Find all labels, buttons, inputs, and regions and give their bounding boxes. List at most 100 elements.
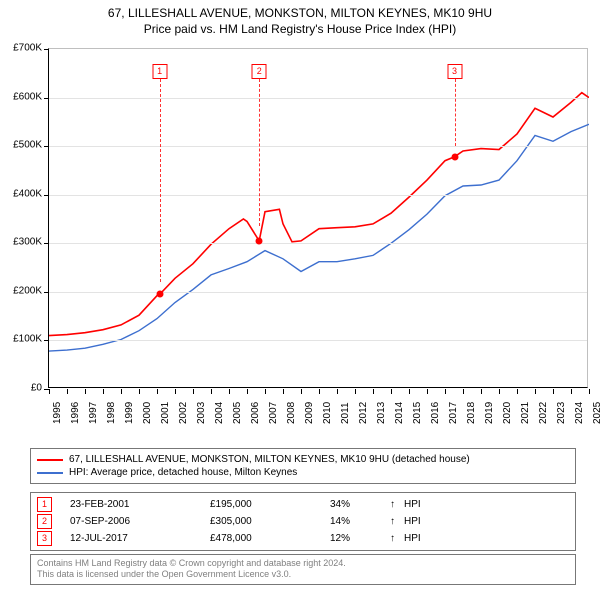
y-tick [44, 340, 49, 341]
row-pct: 14% [330, 516, 390, 527]
table-row: 207-SEP-2006£305,00014%↑HPI [37, 513, 569, 530]
footer: Contains HM Land Registry data © Crown c… [30, 554, 576, 585]
x-axis-label: 2000 [142, 402, 153, 424]
chart-container: { "title": { "line1": "67, LILLESHALL AV… [0, 0, 600, 590]
footer-line2: This data is licensed under the Open Gov… [37, 569, 569, 580]
arrow-up-icon: ↑ [390, 499, 404, 510]
legend-swatch [37, 459, 63, 461]
x-tick [571, 389, 572, 394]
y-axis-label: £500K [13, 140, 42, 151]
x-axis-label: 2024 [574, 402, 585, 424]
legend: 67, LILLESHALL AVENUE, MONKSTON, MILTON … [30, 448, 576, 484]
callout-box: 2 [252, 64, 267, 79]
x-tick [427, 389, 428, 394]
x-axis-label: 1999 [124, 402, 135, 424]
x-axis-label: 2017 [448, 402, 459, 424]
y-tick [44, 146, 49, 147]
x-tick [157, 389, 158, 394]
x-axis-label: 2016 [430, 402, 441, 424]
x-axis-label: 1998 [106, 402, 117, 424]
gridline-h [49, 195, 587, 196]
x-axis-label: 2003 [196, 402, 207, 424]
x-tick [211, 389, 212, 394]
row-pct: 12% [330, 533, 390, 544]
title-line1: 67, LILLESHALL AVENUE, MONKSTON, MILTON … [0, 6, 600, 22]
row-num-box: 3 [37, 531, 52, 546]
callout-box: 3 [447, 64, 462, 79]
x-tick [265, 389, 266, 394]
y-axis-label: £600K [13, 91, 42, 102]
x-axis-label: 2022 [538, 402, 549, 424]
x-tick [85, 389, 86, 394]
x-axis-label: 2020 [502, 402, 513, 424]
plot: 1 2 3 [48, 48, 588, 388]
x-tick [499, 389, 500, 394]
legend-row: 67, LILLESHALL AVENUE, MONKSTON, MILTON … [37, 453, 569, 466]
arrow-up-icon: ↑ [390, 516, 404, 527]
legend-row: HPI: Average price, detached house, Milt… [37, 466, 569, 479]
x-tick [589, 389, 590, 394]
x-tick [175, 389, 176, 394]
x-tick [481, 389, 482, 394]
x-axis-label: 2007 [268, 402, 279, 424]
series-price_paid [49, 93, 589, 336]
x-tick [535, 389, 536, 394]
y-tick [44, 195, 49, 196]
x-tick [49, 389, 50, 394]
x-axis-label: 2005 [232, 402, 243, 424]
x-tick [337, 389, 338, 394]
x-axis-label: 2013 [376, 402, 387, 424]
row-date: 12-JUL-2017 [70, 533, 210, 544]
x-axis-label: 2023 [556, 402, 567, 424]
x-tick [517, 389, 518, 394]
x-axis-label: 2012 [358, 402, 369, 424]
x-axis-label: 2006 [250, 402, 261, 424]
y-axis-label: £300K [13, 237, 42, 248]
gridline-h [49, 146, 587, 147]
x-axis-label: 1996 [70, 402, 81, 424]
callout-line [259, 79, 260, 227]
data-marker [156, 291, 163, 298]
arrow-up-icon: ↑ [390, 533, 404, 544]
y-tick [44, 243, 49, 244]
x-tick [103, 389, 104, 394]
row-price: £305,000 [210, 516, 330, 527]
x-axis-label: 2015 [412, 402, 423, 424]
x-axis-label: 2021 [520, 402, 531, 424]
x-axis-label: 2018 [466, 402, 477, 424]
points-table: 123-FEB-2001£195,00034%↑HPI207-SEP-2006£… [30, 492, 576, 551]
title-line2: Price paid vs. HM Land Registry's House … [0, 22, 600, 38]
x-tick [463, 389, 464, 394]
callout-box: 1 [152, 64, 167, 79]
x-axis-label: 2025 [592, 402, 600, 424]
x-tick [283, 389, 284, 394]
x-tick [67, 389, 68, 394]
x-tick [319, 389, 320, 394]
row-suffix: HPI [404, 516, 421, 527]
y-tick [44, 292, 49, 293]
y-tick [44, 98, 49, 99]
x-tick [391, 389, 392, 394]
x-tick [301, 389, 302, 394]
x-axis-label: 2019 [484, 402, 495, 424]
x-axis-label: 1995 [52, 402, 63, 424]
line-series-svg [49, 49, 589, 389]
footer-line1: Contains HM Land Registry data © Crown c… [37, 558, 569, 569]
x-axis-label: 1997 [88, 402, 99, 424]
gridline-h [49, 292, 587, 293]
x-tick [139, 389, 140, 394]
gridline-h [49, 243, 587, 244]
y-axis-label: £200K [13, 285, 42, 296]
data-marker [256, 237, 263, 244]
x-axis-label: 2010 [322, 402, 333, 424]
x-axis-label: 2002 [178, 402, 189, 424]
x-axis-label: 2011 [340, 402, 351, 424]
legend-swatch [37, 472, 63, 474]
table-row: 312-JUL-2017£478,00012%↑HPI [37, 530, 569, 547]
series-hpi [49, 124, 589, 351]
table-row: 123-FEB-2001£195,00034%↑HPI [37, 496, 569, 513]
x-tick [247, 389, 248, 394]
row-suffix: HPI [404, 533, 421, 544]
title-block: 67, LILLESHALL AVENUE, MONKSTON, MILTON … [0, 0, 600, 37]
x-tick [193, 389, 194, 394]
